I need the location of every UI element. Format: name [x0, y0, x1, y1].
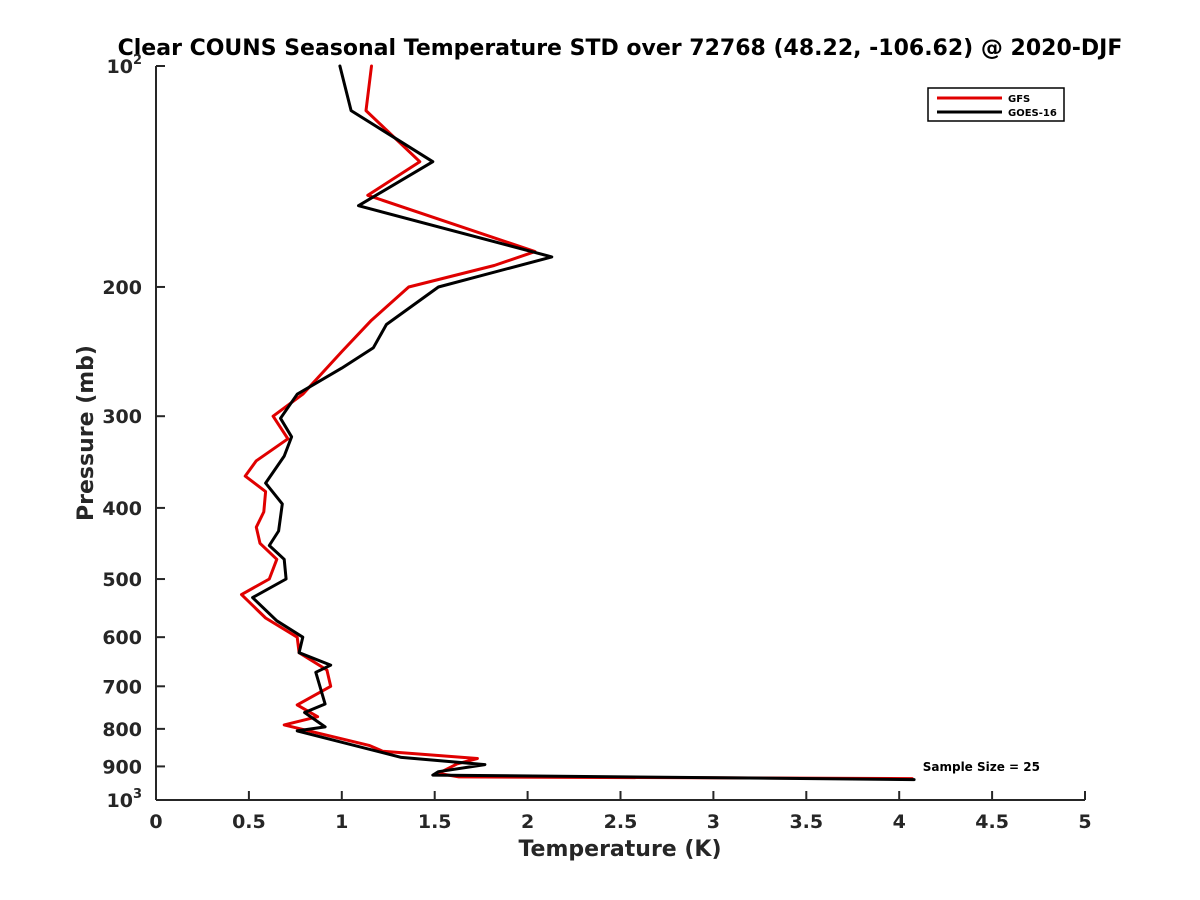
x-tick-label: 4	[893, 811, 906, 833]
y-axis-ticks: 102 200 300 400 500 600 700 800 900 103	[102, 53, 165, 812]
y-axis-label: Pressure (mb)	[74, 345, 99, 521]
x-tick-label: 2	[521, 811, 534, 833]
chart-title: Clear COUNS Seasonal Temperature STD ove…	[118, 36, 1123, 61]
x-tick-label: 3.5	[789, 811, 823, 833]
legend: GFS GOES-16	[927, 87, 1065, 122]
y-tick-label: 200	[102, 277, 142, 299]
legend-label-gfs: GFS	[1008, 94, 1030, 105]
x-tick-label: 4.5	[975, 811, 1009, 833]
x-tick-label: 2.5	[604, 811, 638, 833]
legend-label-goes-16: GOES-16	[1008, 108, 1057, 119]
x-tick-label: 5	[1078, 811, 1091, 833]
y-tick-label: 500	[102, 569, 142, 591]
x-tick-label: 1.5	[418, 811, 452, 833]
x-tick-label: 1	[335, 811, 348, 833]
y-tick-label: 103	[107, 787, 143, 812]
legend-box	[927, 87, 1065, 122]
y-tick-label: 900	[102, 756, 142, 778]
y-tick-label: 300	[102, 406, 142, 428]
y-tick-label: 102	[107, 53, 143, 78]
x-tick-label: 3	[707, 811, 720, 833]
x-axis-label: Temperature (K)	[518, 837, 721, 862]
y-tick-label: 700	[102, 676, 142, 698]
series-layer	[240, 64, 916, 782]
y-tick-label: 600	[102, 627, 142, 649]
y-tick-label: 800	[102, 719, 142, 741]
series-line-goes-16	[251, 64, 916, 782]
x-axis-ticks: 0 0.5 1 1.5 2 2.5 3 3.5 4 4.5 5	[149, 791, 1092, 833]
sample-size-annotation: Sample Size = 25	[923, 760, 1040, 774]
x-tick-label: 0	[149, 811, 162, 833]
x-tick-label: 0.5	[232, 811, 266, 833]
series-line-gfs	[240, 64, 914, 781]
y-tick-label: 400	[102, 498, 142, 520]
